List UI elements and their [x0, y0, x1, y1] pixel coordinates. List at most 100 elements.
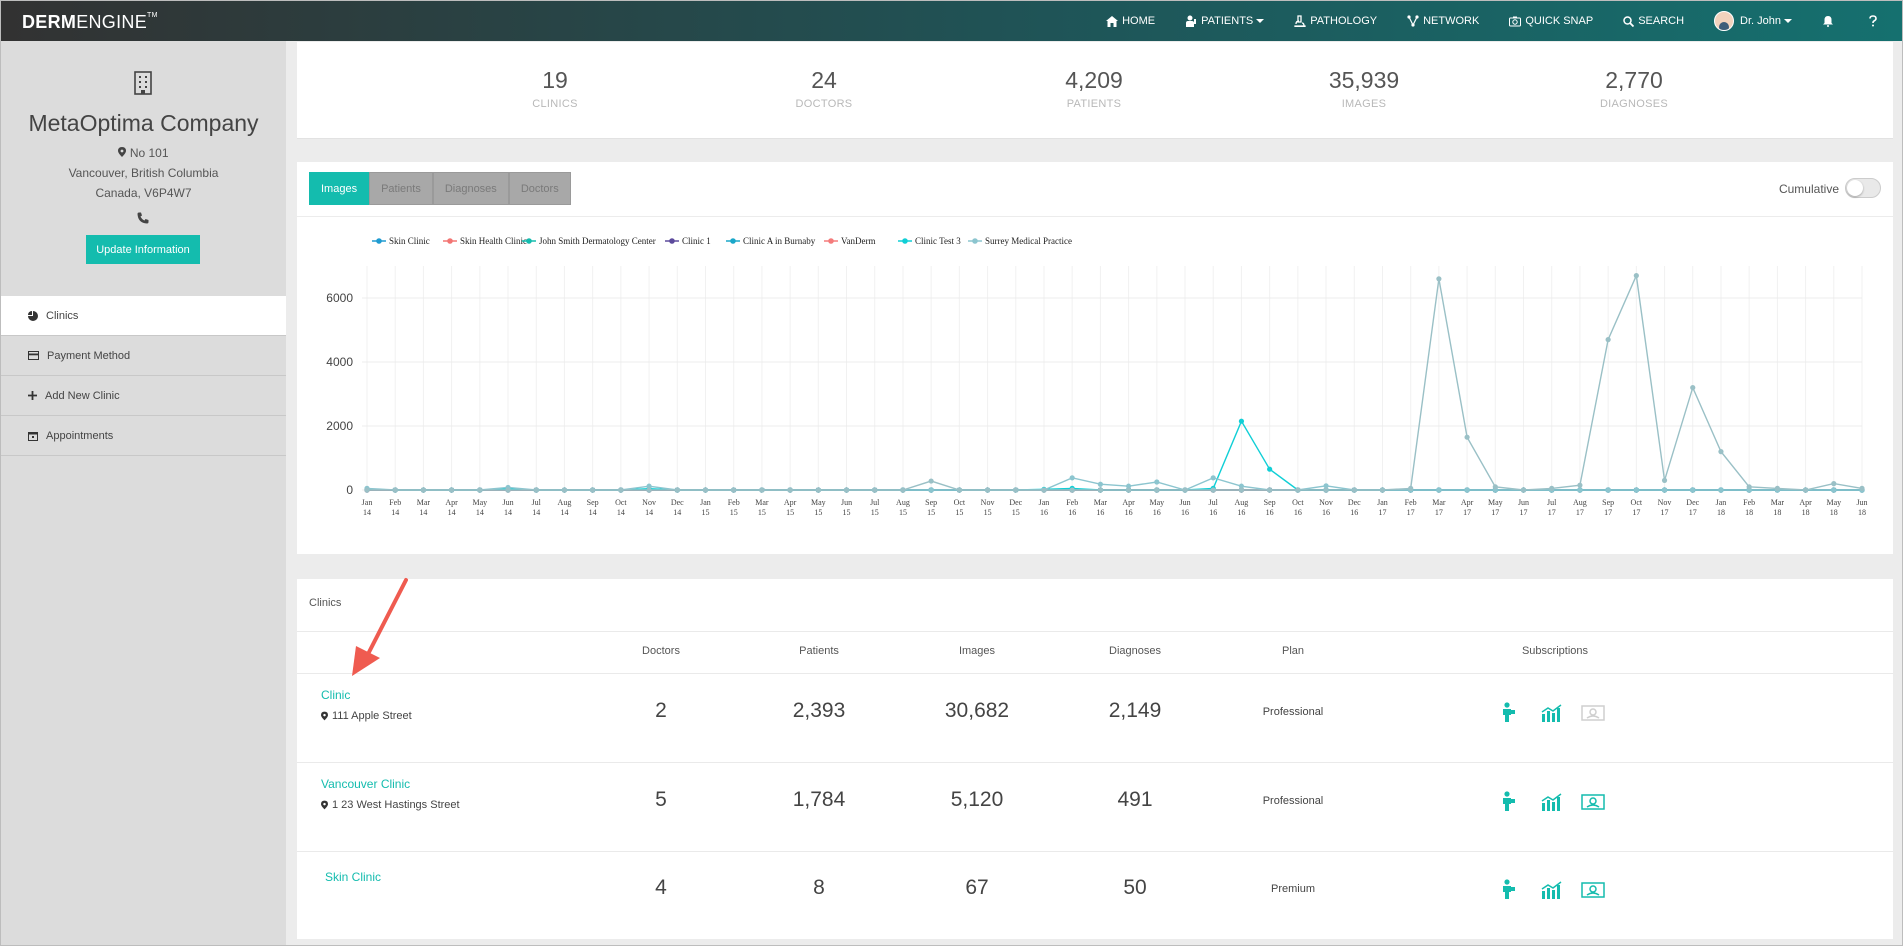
- table-row: Skin Clinic 4 8 67 50 Premium: [297, 852, 1893, 940]
- x-tick-label-year: 18: [1717, 508, 1725, 517]
- x-tick-label-year: 15: [758, 508, 766, 517]
- data-point: [1436, 276, 1442, 282]
- images-line-chart: 0200040006000Jan14Feb14Mar14Apr14May14Ju…: [326, 236, 1867, 517]
- patient-subscription-icon[interactable]: [1501, 702, 1515, 727]
- teledermatology-subscription-icon[interactable]: [1581, 705, 1605, 726]
- data-point: [1238, 483, 1245, 489]
- data-point: [1746, 484, 1752, 490]
- patient-subscription-icon[interactable]: [1501, 879, 1515, 904]
- x-tick-label-month: Jun: [502, 498, 513, 507]
- sidebar-item-add-new-clinic[interactable]: Add New Clinic: [1, 376, 286, 416]
- data-point: [1661, 487, 1668, 493]
- top-navbar: DERMENGINETM HOME PATIENTS PATHOLOGY NET…: [1, 1, 1902, 41]
- x-tick-label-month: Nov: [1658, 498, 1672, 507]
- x-tick-label-year: 14: [532, 508, 540, 517]
- data-point: [1464, 487, 1470, 493]
- data-point: [618, 487, 624, 493]
- patient-subscription-icon[interactable]: [1501, 791, 1515, 816]
- x-tick-label-year: 17: [1378, 508, 1386, 517]
- data-point: [843, 487, 850, 493]
- chart-tabs: Images Patients Diagnoses Doctors: [309, 172, 571, 205]
- x-tick-label-month: Oct: [1292, 498, 1304, 507]
- clinic-plan: Professional: [1262, 795, 1324, 807]
- nav-notifications[interactable]: [1822, 15, 1838, 27]
- data-point: [561, 487, 568, 493]
- nav-network[interactable]: NETWORK: [1407, 15, 1479, 27]
- data-point: [1464, 434, 1470, 440]
- clinic-patients-count: 8: [813, 876, 825, 899]
- x-tick-label-year: 14: [617, 508, 625, 517]
- tab-doctors[interactable]: Doctors: [508, 172, 571, 205]
- sidebar-item-label: Clinics: [46, 309, 79, 322]
- nav-home[interactable]: HOME: [1106, 15, 1155, 27]
- tab-diagnoses[interactable]: Diagnoses: [432, 172, 509, 205]
- nav-help[interactable]: [1868, 15, 1882, 27]
- sidebar-item-label: Appointments: [46, 429, 114, 442]
- legend-swatch-dot: [669, 238, 675, 244]
- analytics-subscription-icon[interactable]: [1541, 881, 1563, 904]
- col-header-diagnoses: Diagnoses: [1109, 645, 1161, 657]
- data-point: [646, 487, 652, 493]
- x-tick-label-month: Oct: [954, 498, 966, 507]
- data-point: [1323, 487, 1329, 493]
- stat-label: DIAGNOSES: [1599, 98, 1669, 110]
- nav-pathology[interactable]: PATHOLOGY: [1294, 15, 1377, 27]
- phone-icon: [137, 212, 149, 224]
- x-tick-label-year: 18: [1858, 508, 1866, 517]
- sidebar-item-appointments[interactable]: Appointments: [1, 416, 286, 456]
- x-tick-label-month: Apr: [1461, 498, 1474, 507]
- nav-search[interactable]: SEARCH: [1623, 15, 1684, 27]
- x-tick-label-year: 15: [899, 508, 907, 517]
- data-point: [392, 487, 398, 493]
- teledermatology-subscription-icon[interactable]: [1581, 794, 1605, 815]
- plus-icon: [28, 391, 37, 400]
- stat-images: 35,939 IMAGES: [1264, 67, 1464, 110]
- pie-chart-icon: [28, 310, 38, 321]
- x-tick-label-month: Oct: [1631, 498, 1643, 507]
- sidebar-item-payment-method[interactable]: Payment Method: [1, 336, 286, 376]
- x-tick-label-year: 17: [1576, 508, 1584, 517]
- clinic-name-link[interactable]: Vancouver Clinic: [321, 777, 411, 791]
- x-tick-label-month: May: [811, 498, 826, 507]
- data-point: [1633, 487, 1639, 493]
- data-point: [1802, 487, 1809, 493]
- clinic-doctors-count: 2: [655, 699, 667, 722]
- company-address-line1: No 101: [1, 146, 286, 160]
- tab-patients[interactable]: Patients: [369, 172, 433, 205]
- address-line1-text: No 101: [129, 146, 169, 160]
- chevron-down-icon: [1256, 19, 1265, 23]
- sidebar-item-clinics[interactable]: Clinics: [1, 296, 286, 336]
- company-name: MetaOptima Company: [28, 110, 259, 136]
- nav-user-menu[interactable]: Dr. John: [1714, 11, 1792, 31]
- x-tick-label-year: 15: [786, 508, 794, 517]
- x-tick-label-month: Apr: [1799, 498, 1812, 507]
- cumulative-toggle[interactable]: [1845, 178, 1881, 198]
- analytics-subscription-icon[interactable]: [1541, 704, 1563, 727]
- update-information-button[interactable]: Update Information: [86, 235, 200, 264]
- x-tick-label-month: Apr: [445, 498, 458, 507]
- data-point: [928, 487, 934, 493]
- nav-patients[interactable]: PATIENTS: [1185, 15, 1265, 27]
- stat-label: DOCTORS: [795, 98, 853, 110]
- derm-engine-logo[interactable]: DERMENGINETM: [22, 12, 158, 32]
- chevron-down-icon: [1784, 19, 1792, 23]
- data-point: [1577, 487, 1583, 493]
- data-point: [1520, 487, 1527, 493]
- x-tick-label-year: 16: [1350, 508, 1358, 517]
- y-tick-label: 4000: [326, 355, 353, 369]
- divider: [297, 851, 1893, 852]
- col-header-doctors: Doctors: [642, 645, 680, 657]
- x-tick-label-year: 18: [1830, 508, 1838, 517]
- stat-label: CLINICS: [532, 98, 578, 110]
- nav-quick-snap[interactable]: QUICK SNAP: [1509, 15, 1593, 27]
- teledermatology-subscription-icon[interactable]: [1581, 882, 1605, 903]
- tab-images[interactable]: Images: [309, 172, 370, 205]
- data-point: [1831, 487, 1837, 493]
- analytics-subscription-icon[interactable]: [1541, 793, 1563, 816]
- legend-item-label: Skin Health Clinic: [460, 236, 527, 246]
- clinic-name-link[interactable]: Clinic: [321, 688, 351, 702]
- data-point: [1351, 487, 1357, 493]
- map-marker-icon: [321, 800, 328, 810]
- x-tick-label-month: Jul: [1547, 498, 1557, 507]
- clinic-name-link[interactable]: Skin Clinic: [325, 870, 382, 884]
